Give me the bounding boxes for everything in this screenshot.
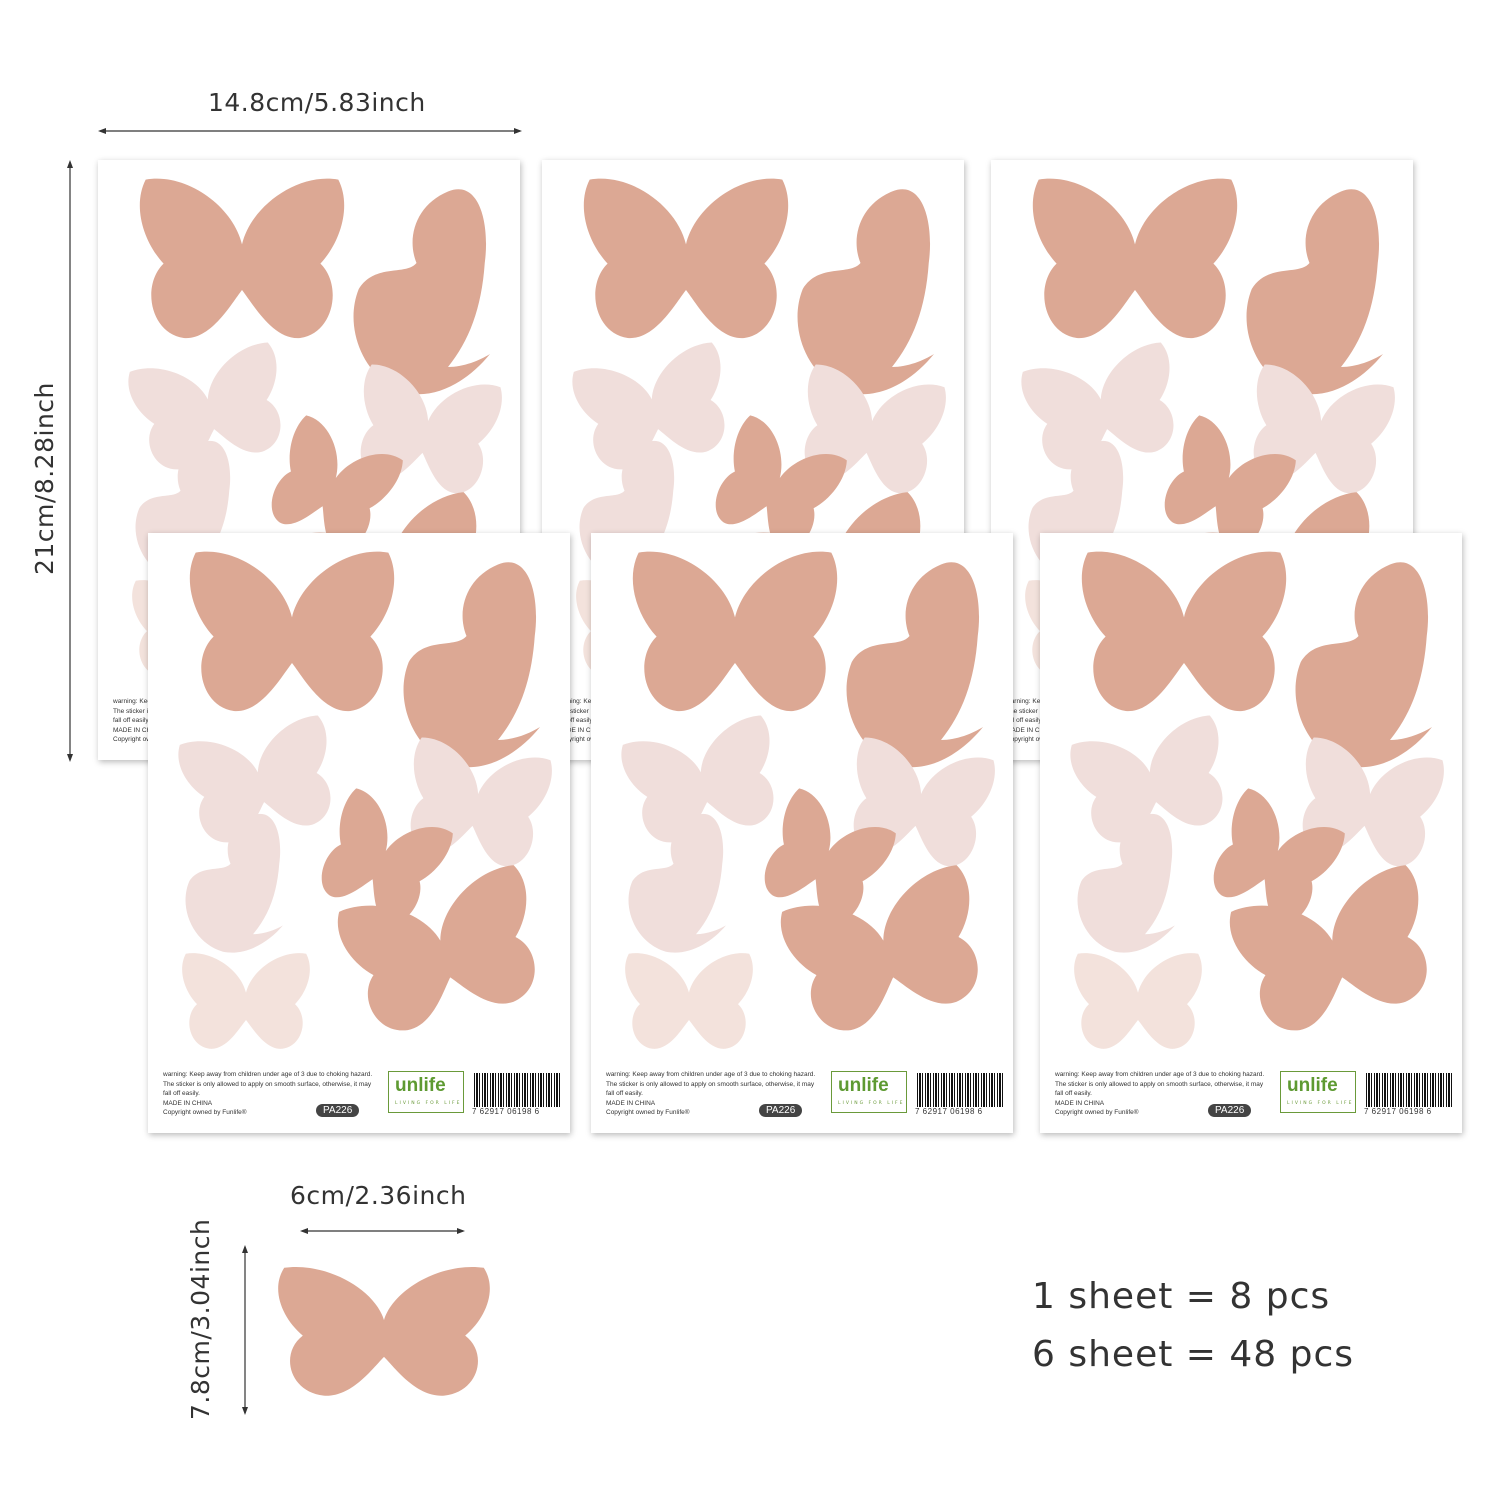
butterfly-sticker	[185, 813, 283, 953]
piece-height-label: 7.8cm/3.04inch	[186, 1218, 215, 1420]
butterfly-sticker	[625, 953, 753, 1049]
butterfly-sticker	[353, 189, 490, 395]
barcode-number: 7 62917 06198 6	[1364, 1107, 1432, 1116]
sheet-width-label: 14.8cm/5.83inch	[208, 88, 426, 117]
butterfly-sticker	[583, 178, 789, 339]
logo-tagline: LIVING FOR LIFE	[1287, 1101, 1354, 1106]
barcode	[1366, 1073, 1454, 1107]
logo-tagline: LIVING FOR LIFE	[395, 1101, 462, 1106]
copyright-text: Copyright owned by Funlife®	[606, 1109, 690, 1116]
width-arrow	[98, 128, 522, 134]
sheet-footer: warning: Keep away from children under a…	[606, 1070, 821, 1118]
butterfly-sticker	[1074, 953, 1202, 1049]
butterfly-sticker	[1225, 862, 1446, 1041]
warning-text: warning: Keep away from children under a…	[606, 1071, 816, 1097]
origin-text: MADE IN CHINA	[163, 1099, 213, 1107]
per-sheet-count: 1 sheet = 8 pcs	[1032, 1276, 1331, 1317]
logo-brand: unlife	[1287, 1075, 1338, 1096]
butterfly-sticker	[1032, 178, 1238, 339]
origin-text: MADE IN CHINA	[606, 1099, 656, 1107]
butterfly-sticker	[1246, 189, 1383, 395]
origin-text: MADE IN CHINA	[1055, 1099, 1105, 1107]
butterfly-sticker	[189, 551, 395, 712]
butterfly-sticker	[403, 562, 540, 768]
product-code-badge: PA226	[1208, 1104, 1252, 1117]
butterfly-sticker	[333, 862, 554, 1041]
barcode	[474, 1073, 562, 1107]
copyright-text: Copyright owned by Funlife®	[1055, 1109, 1139, 1116]
single-butterfly-sample	[278, 1266, 490, 1396]
piece-width-label: 6cm/2.36inch	[290, 1181, 467, 1210]
butterfly-sticker	[628, 813, 726, 953]
funlife-logo: unlife LIVING FOR LIFE	[831, 1071, 907, 1113]
piece-width-arrow	[300, 1228, 465, 1234]
sticker-sheet: warning: Keep away from children under a…	[591, 533, 1013, 1133]
butterfly-sticker	[776, 862, 997, 1041]
total-count: 6 sheet = 48 pcs	[1032, 1334, 1355, 1375]
butterfly-sticker	[1081, 551, 1287, 712]
barcode-number: 7 62917 06198 6	[472, 1107, 540, 1116]
sticker-sheet: warning: Keep away from children under a…	[148, 533, 570, 1133]
butterfly-sticker	[797, 189, 934, 395]
funlife-logo: unlife LIVING FOR LIFE	[388, 1071, 464, 1113]
piece-height-arrow	[242, 1245, 248, 1415]
logo-brand: unlife	[838, 1075, 889, 1096]
butterfly-sticker	[632, 551, 838, 712]
butterfly-sticker	[1077, 813, 1175, 953]
warning-text: warning: Keep away from children under a…	[163, 1071, 373, 1097]
product-code-badge: PA226	[316, 1104, 360, 1117]
funlife-logo: unlife LIVING FOR LIFE	[1280, 1071, 1356, 1113]
barcode-number: 7 62917 06198 6	[915, 1107, 983, 1116]
warning-text: warning: Keep away from children under a…	[1055, 1071, 1265, 1097]
height-arrow	[67, 160, 73, 762]
butterfly-sticker	[182, 953, 310, 1049]
barcode	[917, 1073, 1005, 1107]
origin-text: MADE IN CHINA	[557, 726, 607, 734]
logo-brand: unlife	[395, 1075, 446, 1096]
butterfly-sticker	[139, 178, 345, 339]
sheet-height-label: 21cm/8.28inch	[30, 382, 59, 575]
copyright-text: Copyright owned by Funlife®	[163, 1109, 247, 1116]
logo-tagline: LIVING FOR LIFE	[838, 1101, 905, 1106]
sticker-sheet: warning: Keep away from children under a…	[1040, 533, 1462, 1133]
butterfly-sticker	[846, 562, 983, 768]
butterfly-sticker	[1295, 562, 1432, 768]
origin-text: MADE IN CHINA	[1006, 726, 1056, 734]
sheet-footer: warning: Keep away from children under a…	[1055, 1070, 1270, 1118]
origin-text: MADE IN CHINA	[113, 726, 163, 734]
sheet-footer: warning: Keep away from children under a…	[163, 1070, 378, 1118]
product-code-badge: PA226	[759, 1104, 803, 1117]
